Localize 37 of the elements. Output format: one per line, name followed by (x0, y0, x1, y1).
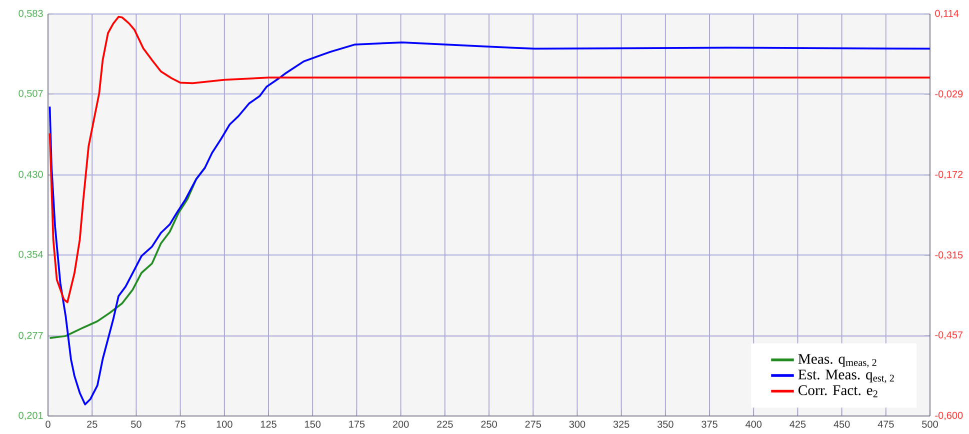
y-tick-label: 0,201 (18, 412, 43, 420)
x-tick-label: 450 (834, 420, 850, 428)
y2-tick-label: -0,315 (935, 251, 963, 260)
legend-label: Corr. Fact. e$_{2}$ (798, 385, 878, 398)
line-series (48, 41, 930, 406)
y-tick-label: 0,430 (18, 170, 43, 180)
x-tick-label: 300 (569, 420, 586, 428)
x-tick-label: 175 (349, 420, 365, 428)
legend-label: Est. Meas. q$_{est, 2}$ (798, 370, 894, 384)
legend-label: Meas. q$_{meas, 2}$ (798, 354, 876, 368)
y2-tick-label: -0,600 (935, 412, 963, 420)
y-tick-label: 0,277 (18, 332, 43, 340)
x-tick-label: 325 (613, 420, 630, 428)
x-tick-label: 225 (437, 420, 453, 428)
y-tick-label: 0,583 (18, 10, 43, 18)
x-tick-label: 150 (305, 420, 321, 428)
x-tick-label: 0 (46, 420, 50, 428)
y2-tick-label: -0,172 (935, 170, 963, 180)
x-tick-label: 250 (481, 420, 497, 428)
x-tick-label: 125 (260, 420, 276, 428)
x-tick-label: 350 (657, 420, 674, 428)
x-tick-label: 100 (216, 420, 232, 428)
x-tick-label: 50 (131, 420, 142, 428)
x-tick-label: 275 (525, 420, 542, 428)
x-tick-label: 75 (175, 420, 186, 428)
y-tick-label: 0,354 (18, 250, 44, 260)
y2-tick-label: 0,114 (935, 10, 959, 18)
y2-tick-label: -0,457 (935, 331, 963, 340)
y2-tick-label: -0,029 (935, 90, 963, 99)
x-tick-label: 375 (702, 420, 718, 428)
x-tick-label: 25 (87, 420, 98, 428)
x-tick-label: 475 (878, 420, 894, 428)
y-tick-label: 0,507 (18, 90, 43, 98)
x-tick-label: 200 (392, 420, 409, 428)
x-tick-label: 400 (745, 420, 762, 428)
x-tick-label: 425 (790, 420, 806, 428)
x-tick-label: 500 (922, 420, 938, 428)
